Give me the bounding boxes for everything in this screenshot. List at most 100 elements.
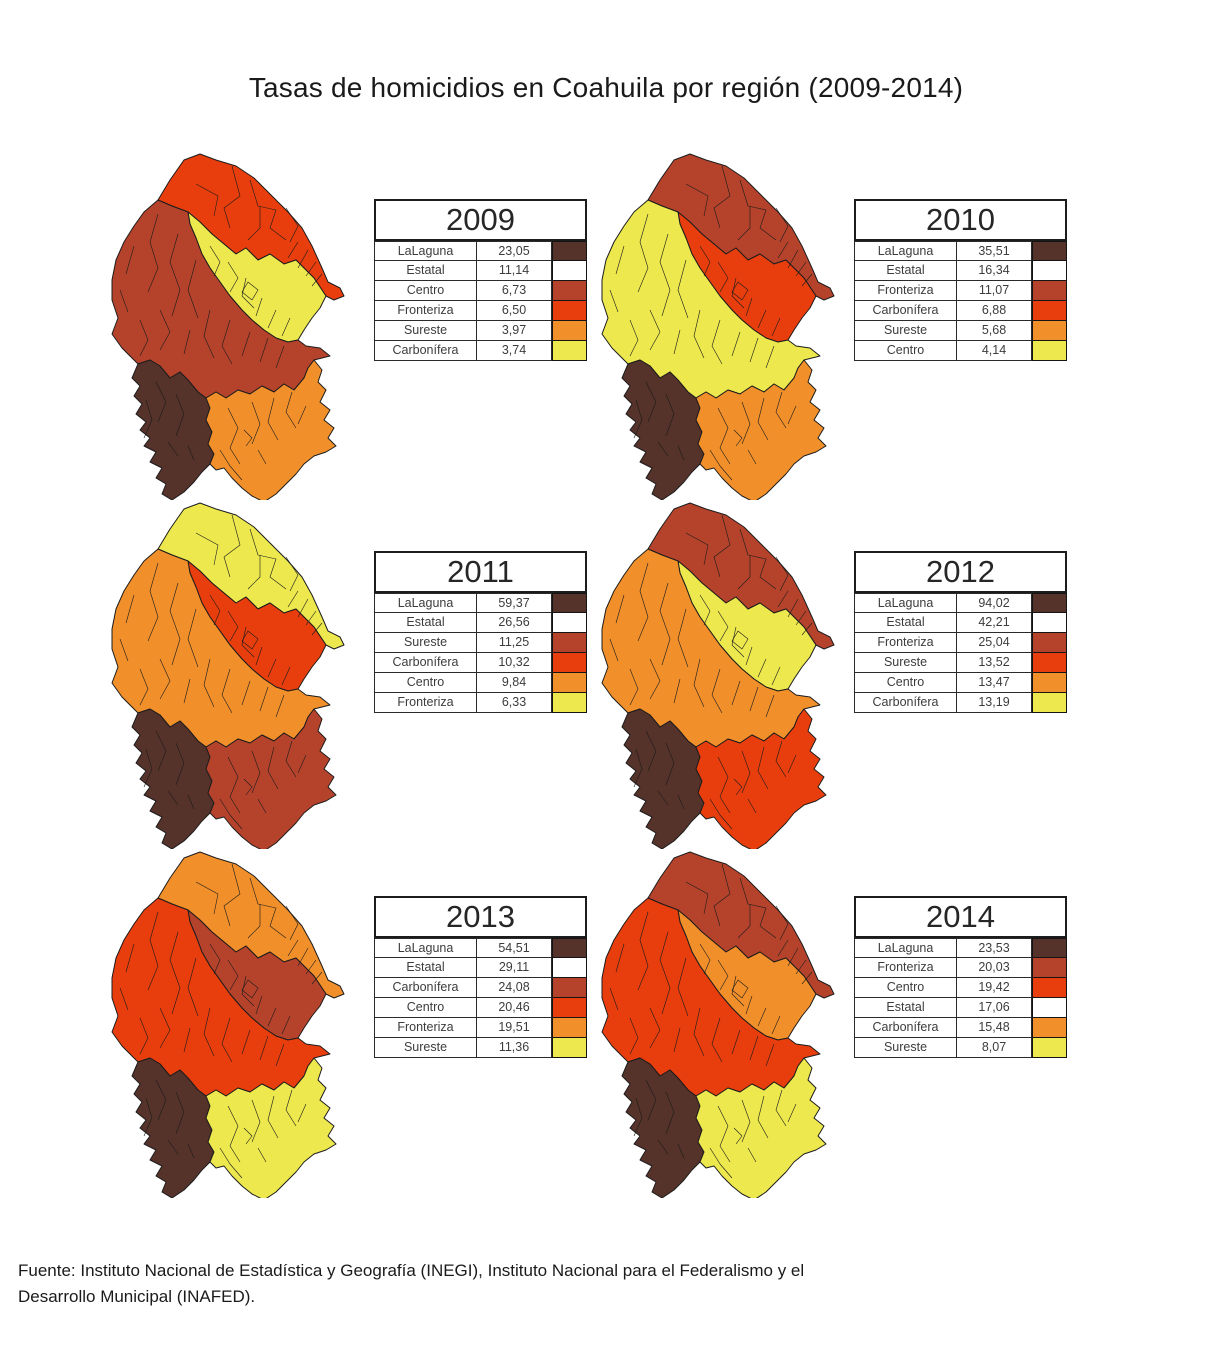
coahuila-map-2012 bbox=[601, 502, 835, 849]
region-value-cell: 11,25 bbox=[476, 633, 552, 653]
legend-rows: LaLaguna 59,37 Estatal 26,56 Sureste 11,… bbox=[374, 593, 587, 713]
region-value-cell: 10,32 bbox=[476, 653, 552, 673]
region-color-swatch bbox=[1032, 593, 1067, 613]
region-color-swatch bbox=[1032, 938, 1067, 958]
region-name-cell: Carbonífera bbox=[854, 1018, 956, 1038]
coahuila-map-2010 bbox=[601, 153, 835, 500]
region-laguna bbox=[131, 1057, 215, 1198]
legend-row: LaLaguna 23,53 bbox=[854, 938, 1067, 958]
region-color-swatch bbox=[552, 938, 587, 958]
legend-rows: LaLaguna 35,51 Estatal 16,34 Fronteriza … bbox=[854, 241, 1067, 361]
region-name-cell: Centro bbox=[854, 341, 956, 361]
legend-row: Estatal 29,11 bbox=[374, 958, 587, 978]
legend-row: Fronteriza 6,33 bbox=[374, 693, 587, 713]
region-color-swatch bbox=[552, 281, 587, 301]
region-value-cell: 23,53 bbox=[956, 938, 1032, 958]
region-name-cell: Carbonífera bbox=[374, 341, 476, 361]
region-color-swatch bbox=[552, 241, 587, 261]
region-value-cell: 11,07 bbox=[956, 281, 1032, 301]
region-color-swatch bbox=[552, 693, 587, 713]
legend-row: Estatal 26,56 bbox=[374, 613, 587, 633]
region-color-swatch bbox=[1032, 1038, 1067, 1058]
region-name-cell: Fronteriza bbox=[854, 958, 956, 978]
legend-rows: LaLaguna 23,05 Estatal 11,14 Centro 6,73… bbox=[374, 241, 587, 361]
region-color-swatch bbox=[1032, 241, 1067, 261]
region-value-cell: 42,21 bbox=[956, 613, 1032, 633]
legend-row: Centro 20,46 bbox=[374, 998, 587, 1018]
region-color-swatch bbox=[1032, 978, 1067, 998]
legend-row: Sureste 11,36 bbox=[374, 1038, 587, 1058]
region-color-swatch bbox=[552, 958, 587, 978]
region-name-cell: LaLaguna bbox=[374, 593, 476, 613]
coahuila-map-2011 bbox=[111, 502, 345, 849]
region-color-swatch bbox=[552, 653, 587, 673]
region-color-swatch bbox=[552, 978, 587, 998]
legend-table: 2012 LaLaguna 94,02 Estatal 42,21 Fronte… bbox=[854, 551, 1067, 713]
legend-row: Fronteriza 20,03 bbox=[854, 958, 1067, 978]
region-color-swatch bbox=[1032, 998, 1067, 1018]
region-name-cell: Estatal bbox=[374, 958, 476, 978]
region-value-cell: 13,19 bbox=[956, 693, 1032, 713]
legend-row: Centro 4,14 bbox=[854, 341, 1067, 361]
region-color-swatch bbox=[552, 321, 587, 341]
region-sureste bbox=[205, 1057, 337, 1198]
region-sureste bbox=[695, 1057, 827, 1198]
region-value-cell: 23,05 bbox=[476, 241, 552, 261]
region-name-cell: Carbonífera bbox=[374, 653, 476, 673]
region-color-swatch bbox=[1032, 261, 1067, 281]
region-sureste bbox=[695, 359, 827, 500]
region-value-cell: 59,37 bbox=[476, 593, 552, 613]
region-color-swatch bbox=[552, 261, 587, 281]
region-value-cell: 8,07 bbox=[956, 1038, 1032, 1058]
region-value-cell: 20,03 bbox=[956, 958, 1032, 978]
legend-row: LaLaguna 94,02 bbox=[854, 593, 1067, 613]
region-name-cell: Sureste bbox=[854, 321, 956, 341]
municipal-boundaries bbox=[119, 863, 323, 1179]
region-value-cell: 94,02 bbox=[956, 593, 1032, 613]
coahuila-map-2014 bbox=[601, 851, 835, 1198]
region-color-swatch bbox=[552, 1018, 587, 1038]
legend-row: Estatal 17,06 bbox=[854, 998, 1067, 1018]
region-name-cell: Estatal bbox=[854, 998, 956, 1018]
region-laguna bbox=[131, 359, 215, 500]
region-value-cell: 6,50 bbox=[476, 301, 552, 321]
region-value-cell: 13,47 bbox=[956, 673, 1032, 693]
region-color-swatch bbox=[552, 593, 587, 613]
region-name-cell: Sureste bbox=[374, 633, 476, 653]
region-value-cell: 4,14 bbox=[956, 341, 1032, 361]
region-color-swatch bbox=[552, 673, 587, 693]
legend-year-header: 2010 bbox=[854, 199, 1067, 241]
region-value-cell: 25,04 bbox=[956, 633, 1032, 653]
legend-row: Carbonífera 3,74 bbox=[374, 341, 587, 361]
municipal-boundaries bbox=[609, 514, 813, 830]
region-laguna bbox=[621, 359, 705, 500]
region-value-cell: 11,14 bbox=[476, 261, 552, 281]
region-color-swatch bbox=[1032, 653, 1067, 673]
source-line-1: Fuente: Instituto Nacional de Estadístic… bbox=[18, 1261, 805, 1280]
legend-row: Centro 13,47 bbox=[854, 673, 1067, 693]
region-color-swatch bbox=[1032, 341, 1067, 361]
coahuila-map-2009 bbox=[111, 153, 345, 500]
region-name-cell: Estatal bbox=[854, 261, 956, 281]
region-name-cell: Centro bbox=[374, 281, 476, 301]
region-name-cell: Carbonífera bbox=[854, 301, 956, 321]
region-name-cell: Centro bbox=[854, 673, 956, 693]
region-value-cell: 3,97 bbox=[476, 321, 552, 341]
legend-row: Fronteriza 6,50 bbox=[374, 301, 587, 321]
legend-rows: LaLaguna 54,51 Estatal 29,11 Carbonífera… bbox=[374, 938, 587, 1058]
region-color-swatch bbox=[1032, 1018, 1067, 1038]
region-name-cell: Sureste bbox=[854, 653, 956, 673]
legend-year-header: 2011 bbox=[374, 551, 587, 593]
region-name-cell: Centro bbox=[854, 978, 956, 998]
region-name-cell: LaLaguna bbox=[854, 593, 956, 613]
region-color-swatch bbox=[1032, 693, 1067, 713]
legend-row: Carbonífera 13,19 bbox=[854, 693, 1067, 713]
region-color-swatch bbox=[1032, 281, 1067, 301]
region-laguna bbox=[621, 708, 705, 849]
legend-row: Sureste 3,97 bbox=[374, 321, 587, 341]
legend-row: Sureste 5,68 bbox=[854, 321, 1067, 341]
region-name-cell: Estatal bbox=[854, 613, 956, 633]
region-color-swatch bbox=[1032, 301, 1067, 321]
region-name-cell: Fronteriza bbox=[374, 693, 476, 713]
legend-row: Carbonífera 24,08 bbox=[374, 978, 587, 998]
